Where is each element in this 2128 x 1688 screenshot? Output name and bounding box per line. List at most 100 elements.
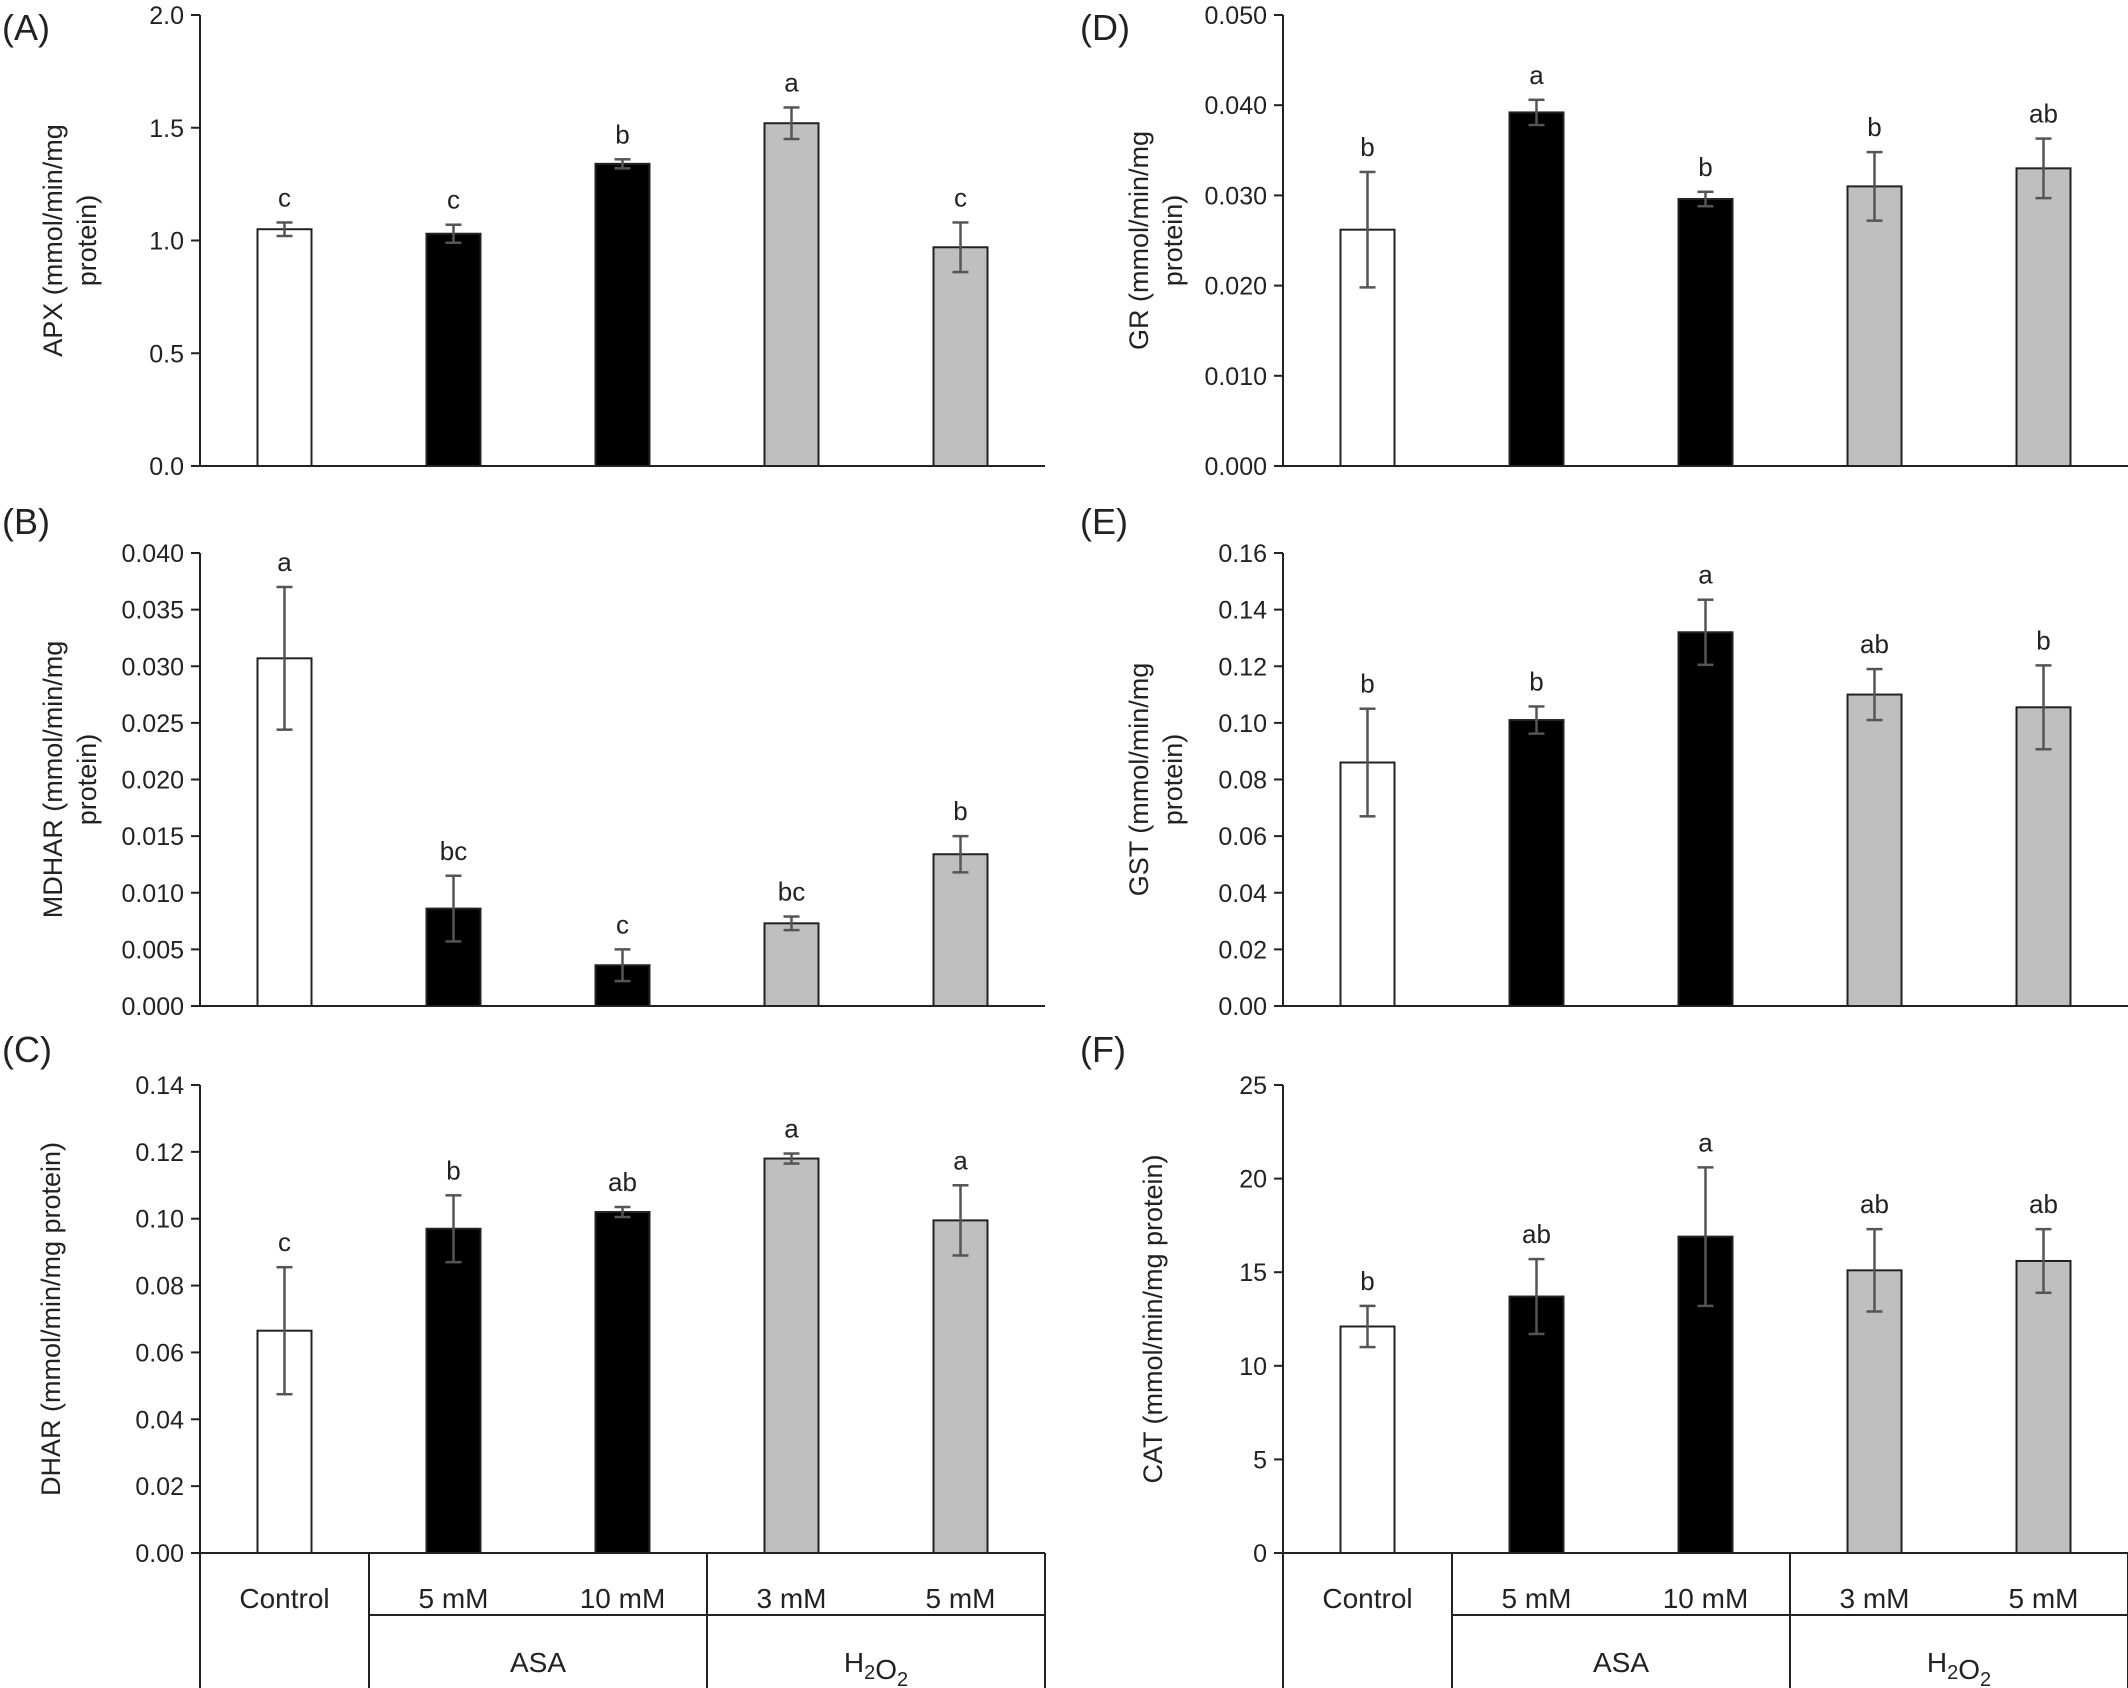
bar: [594, 162, 651, 468]
y-tick-label: 0.06: [135, 1339, 184, 1367]
significance-letter: c: [447, 185, 460, 215]
significance-letter: bc: [440, 836, 467, 866]
panel-label: (E): [1080, 501, 1128, 542]
panel-label: (A): [2, 7, 50, 48]
bar: [763, 122, 820, 468]
panel-label: (F): [1080, 1029, 1126, 1070]
x-category-label: Control: [1322, 1583, 1412, 1614]
significance-letter: ab: [1522, 1219, 1551, 1249]
y-tick-label: 0.020: [1204, 273, 1267, 301]
bar: [1508, 719, 1565, 1007]
y-axis-label-line: protein): [1158, 195, 1188, 287]
y-axis-label-line: GR (mmol/min/mg: [1124, 131, 1154, 350]
y-tick-label: 0.040: [1204, 92, 1267, 120]
y-tick-label: 0.04: [1218, 880, 1267, 908]
y-axis-label: APX (mmol/min/mg protein): [38, 124, 102, 357]
y-tick-label: 0.10: [1218, 710, 1267, 738]
y-tick-label: 0.005: [121, 936, 184, 964]
significance-letter: b: [953, 796, 967, 826]
bar: [932, 853, 989, 1007]
y-axis-label: GR (mmol/min/mg protein): [1124, 131, 1188, 350]
bar: [2015, 1259, 2072, 1555]
bar: [425, 1227, 482, 1554]
y-tick-label: 0.08: [1218, 767, 1267, 795]
group-label-h2o2: H2O2: [1927, 1647, 1991, 1688]
significance-letter: a: [784, 67, 799, 97]
panel-b: (B) 0.000 0.005 0.010 0.015 0.020 0.025 0.030 0.…: [2, 501, 1045, 1021]
group-label-part: 2: [1947, 1662, 1958, 1684]
panel-a: (A) 0.0 0.5 1.0 1.5 2.0 APX (mmol/min/mg protei…: [2, 2, 1045, 481]
y-tick-label: 5: [1253, 1446, 1267, 1474]
significance-letter: ab: [1860, 1189, 1889, 1219]
bar: [763, 1157, 820, 1554]
y-tick-label: 0.0: [149, 453, 184, 481]
x-category-label: 3 mM: [757, 1583, 827, 1614]
bar: [1339, 1325, 1396, 1555]
y-tick-label: 1.0: [149, 228, 184, 256]
panel-f: (F) 0 5 10 15 20 25 CAT (mmol/min/mg protein) b a…: [1080, 1029, 2128, 1688]
significance-letter: ab: [2029, 1189, 2058, 1219]
group-label-part: H: [844, 1647, 864, 1678]
significance-letter: c: [616, 909, 629, 939]
significance-letter: b: [1360, 132, 1374, 162]
bar: [1846, 185, 1903, 467]
panel-e: (E) 0.00 0.02 0.04 0.06 0.08 0.10 0.12 0.14 0.16 G…: [1080, 501, 2128, 1021]
group-label-part: 2: [1980, 1669, 1991, 1688]
significance-letter: a: [1698, 560, 1713, 590]
y-axis-label: GST (mmol/min/mg protein): [1124, 663, 1188, 897]
y-tick-label: 1.5: [149, 115, 184, 143]
y-tick-label: 0.015: [121, 823, 184, 851]
panel-d: (D) 0.000 0.010 0.020 0.030 0.040 0.050 GR (mmo…: [1080, 2, 2128, 481]
y-tick-label: 0.000: [121, 993, 184, 1021]
y-tick-label: 20: [1239, 1166, 1267, 1194]
y-tick-label: 0.14: [135, 1072, 184, 1100]
y-tick-label: 0.16: [1218, 540, 1267, 568]
y-tick-label: 10: [1239, 1353, 1267, 1381]
y-axis-label-line: protein): [72, 734, 102, 826]
significance-letter: ab: [2029, 99, 2058, 129]
significance-letter: a: [953, 1145, 968, 1175]
bar: [1846, 693, 1903, 1007]
significance-letter: bc: [778, 877, 805, 907]
bar: [2015, 706, 2072, 1007]
y-tick-label: 0.020: [121, 767, 184, 795]
x-category-label: Control: [239, 1583, 329, 1614]
bar: [1508, 1295, 1565, 1554]
y-tick-label: 0.02: [135, 1473, 184, 1501]
group-label-part: 2: [897, 1669, 908, 1688]
bar: [1508, 111, 1565, 468]
y-axis-label: DHAR (mmol/min/mg protein): [36, 1142, 66, 1496]
y-tick-label: 0.010: [1204, 363, 1267, 391]
y-axis-label-line: CAT (mmol/min/mg protein): [1138, 1154, 1168, 1483]
panel-label: (B): [2, 501, 50, 542]
bar: [594, 1211, 651, 1554]
y-tick-label: 0.12: [135, 1139, 184, 1167]
significance-letter: b: [1529, 666, 1543, 696]
significance-letter: a: [277, 547, 292, 577]
y-tick-label: 0.00: [1218, 993, 1267, 1021]
bar: [2015, 167, 2072, 467]
bar: [256, 657, 313, 1007]
y-tick-label: 0.010: [121, 880, 184, 908]
group-label-part: O: [875, 1654, 897, 1685]
y-tick-label: 0.10: [135, 1206, 184, 1234]
y-tick-label: 0.000: [1204, 453, 1267, 481]
y-tick-label: 0.00: [135, 1540, 184, 1568]
significance-letter: b: [1360, 1266, 1374, 1296]
y-axis-label: MDHAR (mmol/min/mg protein): [38, 641, 102, 919]
y-tick-label: 0.030: [1204, 182, 1267, 210]
bar: [932, 1219, 989, 1555]
bar: [1846, 1269, 1903, 1554]
bar: [932, 246, 989, 467]
y-tick-label: 0.08: [135, 1273, 184, 1301]
group-label-asa: ASA: [510, 1647, 566, 1678]
bar: [425, 232, 482, 467]
significance-letter: a: [1698, 1127, 1713, 1157]
y-tick-label: 0.14: [1218, 597, 1267, 625]
y-tick-label: 25: [1239, 1072, 1267, 1100]
y-tick-label: 0.035: [121, 597, 184, 625]
y-tick-label: 0.050: [1204, 2, 1267, 30]
y-tick-label: 15: [1239, 1259, 1267, 1287]
significance-letter: ab: [608, 1167, 637, 1197]
